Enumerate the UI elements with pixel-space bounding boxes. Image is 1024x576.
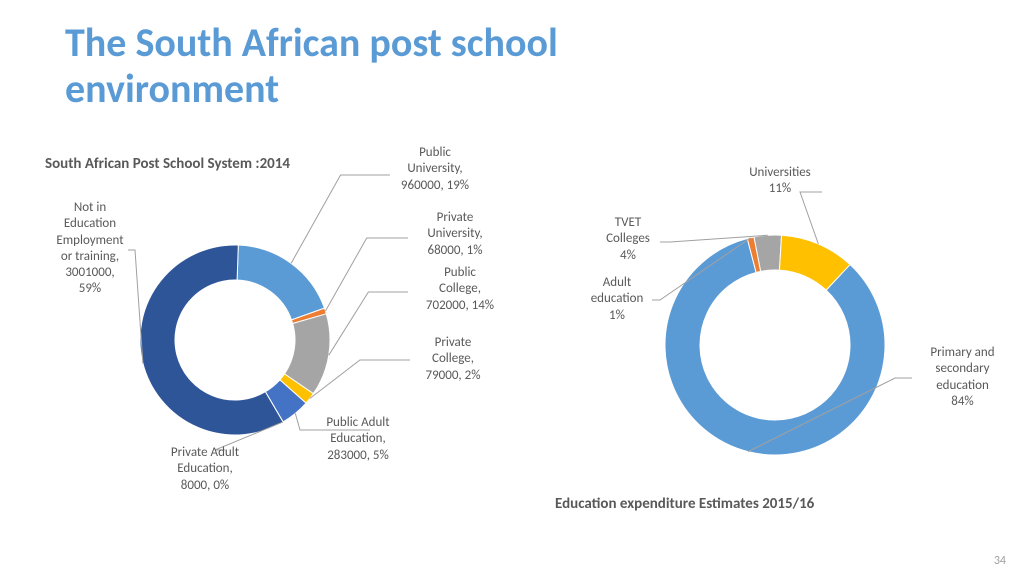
- leader-line: [310, 360, 410, 398]
- label-neet: Not inEducationEmploymentor training,300…: [40, 200, 140, 298]
- label-adult-edu: Adulteducation1%: [572, 275, 662, 324]
- label-tvet: TVETColleges4%: [588, 215, 668, 264]
- leader-line: [748, 378, 912, 452]
- label-private-university: PrivateUniversity,68000, 1%: [405, 210, 505, 259]
- donut-slice: [754, 235, 782, 271]
- donut-slice: [779, 235, 850, 290]
- donut-slice: [665, 239, 885, 455]
- title-line2: environment: [65, 64, 279, 113]
- label-private-college: PrivateCollege,79000, 2%: [408, 335, 498, 384]
- label-public-college: PublicCollege,702000, 14%: [405, 265, 515, 314]
- donut-slice: [747, 237, 760, 272]
- left-chart-title: South African Post School System :2014: [45, 155, 290, 173]
- label-primary: Primary andsecondaryeducation84%: [910, 345, 1015, 410]
- label-public-university: PublicUniversity,960000, 19%: [385, 145, 485, 194]
- label-private-adult: Private AdultEducation,8000, 0%: [145, 445, 265, 494]
- leader-line: [800, 192, 822, 244]
- donut-slice: [280, 374, 314, 403]
- leader-line: [329, 292, 408, 355]
- leader-line: [660, 235, 768, 242]
- label-universities: Universities11%: [725, 165, 835, 198]
- title-line1: The South African post school: [65, 18, 558, 67]
- donut-slice: [140, 245, 283, 435]
- donut-slice: [237, 245, 324, 320]
- leader-line: [325, 238, 408, 311]
- donut-slice: [292, 308, 327, 323]
- donut-slice: [265, 392, 283, 422]
- right-chart-title: Education expenditure Estimates 2015/16: [555, 495, 814, 513]
- page-title: The South African post school environmen…: [65, 20, 558, 112]
- page-number: 34: [994, 554, 1006, 568]
- donut-slice: [285, 314, 330, 394]
- label-public-adult: Public AdultEducation,283000, 5%: [298, 415, 418, 464]
- leader-line: [291, 175, 390, 263]
